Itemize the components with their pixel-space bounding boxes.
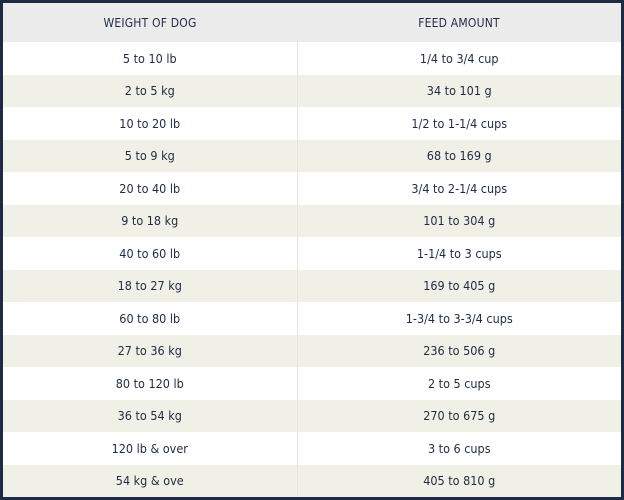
weight-cell: 27 to 36 kg	[3, 334, 298, 367]
amount-cell: 3/4 to 2-1/4 cups	[411, 180, 508, 196]
table-row: 80 to 120 lb 2 to 5 cups	[3, 367, 621, 400]
weight-cell: 54 kg & ove	[3, 464, 298, 497]
table-row: 18 to 27 kg 169 to 405 g	[3, 269, 621, 302]
feeding-table: WEIGHT OF DOG FEED AMOUNT 5 to 10 lb 1/4…	[3, 3, 621, 497]
table-row: 10 to 20 lb 1/2 to 1-1/4 cups	[3, 107, 621, 140]
amount-cell: 169 to 405 g	[297, 269, 621, 302]
table-body: 5 to 10 lb 1/4 to 3/4 cup 2 to 5 kg 34 t…	[3, 42, 621, 497]
table-row: 5 to 10 lb 1/4 to 3/4 cup	[3, 42, 621, 75]
weight-cell: 60 to 80 lb	[3, 302, 298, 335]
amount-cell: 270 to 675 g	[297, 399, 621, 432]
table-row: 2 to 5 kg 34 to 101 g	[3, 74, 621, 107]
table-row: 120 lb & over 3 to 6 cups	[3, 432, 621, 465]
weight-cell: 5 to 10 lb	[3, 42, 298, 75]
amount-cell: 68 to 169 g	[297, 139, 621, 172]
weight-cell: 18 to 27 kg	[3, 269, 298, 302]
weight-cell: 10 to 20 lb	[3, 107, 298, 140]
amount-cell: 1-1/4 to 3 cups	[416, 245, 502, 261]
weight-cell: 40 to 60 lb	[3, 237, 298, 270]
amount-cell: 1/2 to 1-1/4 cups	[411, 115, 508, 131]
header-row: WEIGHT OF DOG FEED AMOUNT	[3, 3, 621, 42]
table-row: 5 to 9 kg 68 to 169 g	[3, 139, 621, 172]
weight-cell: 9 to 18 kg	[3, 204, 298, 237]
table-header: WEIGHT OF DOG FEED AMOUNT	[3, 3, 621, 42]
amount-cell: 1-3/4 to 3-3/4 cups	[405, 310, 513, 326]
amount-cell: 1/4 to 3/4 cup	[419, 50, 499, 66]
table-row: 20 to 40 lb 3/4 to 2-1/4 cups	[3, 172, 621, 205]
amount-column-header: FEED AMOUNT	[418, 15, 500, 30]
weight-cell: 2 to 5 kg	[3, 74, 298, 107]
table-row: 60 to 80 lb 1-3/4 to 3-3/4 cups	[3, 302, 621, 335]
weight-cell: 20 to 40 lb	[3, 172, 298, 205]
table-row: 36 to 54 kg 270 to 675 g	[3, 399, 621, 432]
amount-cell: 236 to 506 g	[297, 334, 621, 367]
table-row: 54 kg & ove 405 to 810 g	[3, 464, 621, 497]
weight-column-header: WEIGHT OF DOG	[103, 15, 197, 30]
weight-cell: 5 to 9 kg	[3, 139, 298, 172]
table-row: 40 to 60 lb 1-1/4 to 3 cups	[3, 237, 621, 270]
amount-cell: 3 to 6 cups	[427, 440, 491, 456]
weight-cell: 120 lb & over	[3, 432, 298, 465]
weight-cell: 80 to 120 lb	[3, 367, 298, 400]
table-row: 27 to 36 kg 236 to 506 g	[3, 334, 621, 367]
table-row: 9 to 18 kg 101 to 304 g	[3, 204, 621, 237]
amount-cell: 2 to 5 cups	[427, 375, 491, 391]
amount-cell: 101 to 304 g	[297, 204, 621, 237]
weight-cell: 36 to 54 kg	[3, 399, 298, 432]
amount-cell: 405 to 810 g	[297, 464, 621, 497]
amount-cell: 34 to 101 g	[297, 74, 621, 107]
